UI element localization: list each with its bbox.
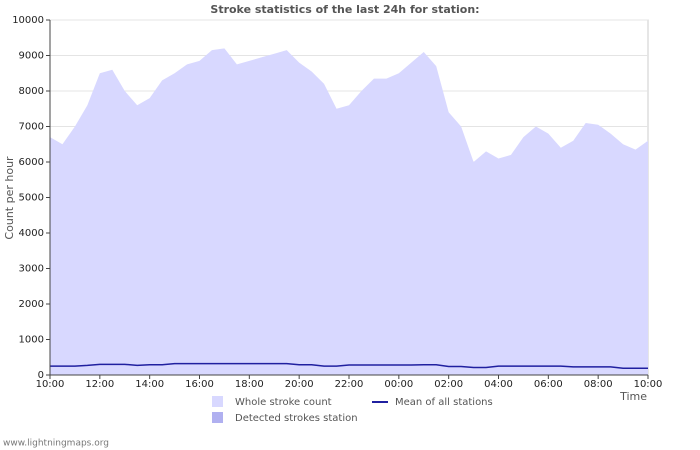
x-tick-label: 22:00 bbox=[335, 379, 364, 390]
x-tick-label: 06:00 bbox=[534, 379, 563, 390]
y-tick-label: 1000 bbox=[19, 335, 44, 346]
y-tick-label: 2000 bbox=[19, 299, 44, 310]
x-tick-label: 04:00 bbox=[484, 379, 513, 390]
y-tick-label: 0 bbox=[38, 370, 44, 381]
legend-label: Whole stroke count bbox=[235, 397, 332, 408]
x-tick-label: 08:00 bbox=[584, 379, 613, 390]
y-tick-label: 10000 bbox=[12, 15, 44, 26]
x-tick-label: 12:00 bbox=[85, 379, 114, 390]
x-tick-label: 14:00 bbox=[135, 379, 164, 390]
y-tick-label: 6000 bbox=[19, 157, 44, 168]
x-tick-label: 02:00 bbox=[434, 379, 463, 390]
y-axis-label: Count per hour bbox=[3, 156, 16, 240]
x-tick-label: 20:00 bbox=[285, 379, 314, 390]
x-tick-label: 10:00 bbox=[36, 379, 65, 390]
x-tick-label: 10:00 bbox=[634, 379, 663, 390]
chart-title: Stroke statistics of the last 24h for st… bbox=[210, 3, 479, 16]
y-tick-label: 9000 bbox=[19, 51, 44, 62]
x-axis-label: Time bbox=[619, 390, 647, 403]
area bbox=[50, 48, 648, 376]
y-tick-label: 8000 bbox=[19, 86, 44, 97]
x-tick-label: 16:00 bbox=[185, 379, 214, 390]
legend-swatch bbox=[212, 396, 223, 407]
x-tick-label: 18:00 bbox=[235, 379, 264, 390]
y-tick-label: 4000 bbox=[19, 228, 44, 239]
y-tick-label: 5000 bbox=[19, 193, 44, 204]
y-tick-label: 7000 bbox=[19, 122, 44, 133]
legend-label: Mean of all stations bbox=[395, 397, 493, 408]
y-tick-label: 3000 bbox=[19, 264, 44, 275]
line bbox=[50, 362, 648, 370]
legend-label: Detected strokes station bbox=[235, 413, 358, 424]
footer: www.lightningmaps.org bbox=[3, 439, 109, 449]
x-tick-label: 00:00 bbox=[384, 379, 413, 390]
legend-swatch bbox=[212, 412, 223, 423]
